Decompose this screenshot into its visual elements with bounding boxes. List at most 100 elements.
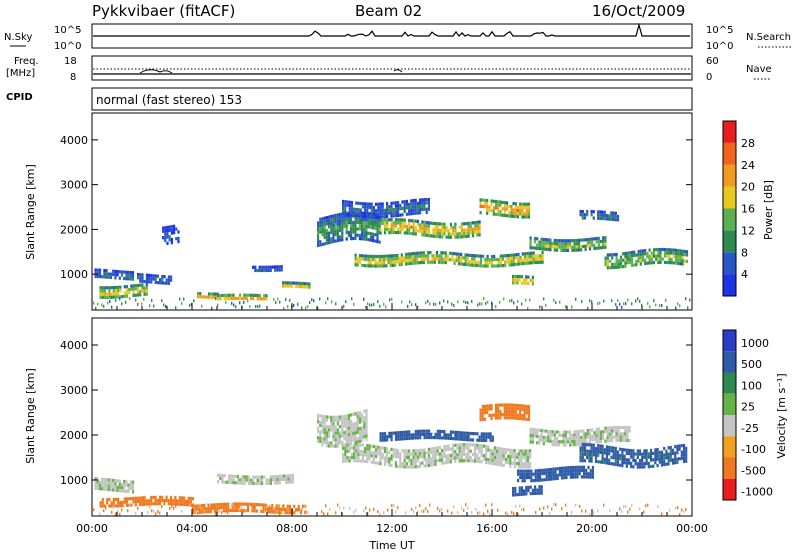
data-cell [276,268,279,272]
data-cell [490,416,493,421]
data-cell [350,429,353,433]
data-cell [516,212,520,216]
data-cell [403,449,406,453]
data-cell [644,252,647,256]
data-cell [566,242,570,246]
data-cell [330,214,333,219]
data-cell [390,221,393,225]
data-cell [409,261,412,266]
data-cell [605,451,609,455]
data-cell [419,229,422,233]
data-cell [663,459,666,463]
data-cell [514,403,517,407]
data-cell [460,437,464,441]
data-cell [394,464,397,468]
data-cell [628,254,631,258]
noise-cell [611,299,613,303]
noise-cell [201,304,203,308]
noise-cell [135,298,137,302]
data-cell [498,456,501,460]
data-cell [112,478,115,482]
data-cell [418,261,421,265]
noise-cell [143,297,145,301]
data-cell [323,415,326,419]
data-cell [350,423,353,427]
data-cell [590,443,593,447]
data-cell [289,477,292,481]
data-cell [99,286,102,290]
data-cell [194,504,197,508]
data-cell [494,199,498,204]
data-cell [579,452,582,456]
data-cell [538,438,541,442]
data-cell [514,486,517,490]
data-cell [513,449,516,453]
data-cell [388,457,391,461]
data-cell [487,445,490,449]
data-cell [323,229,326,233]
data-cell [612,452,615,457]
data-cell [595,430,598,435]
data-cell [141,286,144,290]
data-cell [547,439,550,443]
data-cell [258,503,261,507]
data-cell [474,456,477,460]
data-cell [343,215,346,219]
data-cell [368,457,371,461]
data-cell [547,241,550,245]
data-cell [361,439,364,443]
data-cell [363,257,366,261]
data-cell [449,232,453,236]
data-cell [505,214,509,218]
data-cell [555,443,559,447]
noise-cell [335,302,337,306]
data-cell [221,480,224,484]
data-cell [262,503,265,507]
data-cell [626,429,629,433]
noise-cell [271,507,273,511]
data-cell [103,295,107,299]
data-cell [425,429,428,433]
data-cell [374,239,377,243]
data-cell [341,225,344,229]
data-cell [496,462,499,466]
data-cell [523,258,527,262]
noise-cell [155,512,157,516]
data-cell [167,499,170,503]
data-cell [405,462,408,466]
data-cell [454,450,457,454]
noise-cell [619,302,621,306]
data-cell [471,432,475,436]
noise-cell [457,300,459,304]
data-cell [173,231,176,235]
data-cell [253,506,256,510]
noise-cell [547,505,549,509]
data-cell [168,238,171,242]
data-cell [358,221,361,225]
data-cell [187,503,190,507]
data-cell [480,453,483,457]
data-cell [348,443,351,447]
noise-cell [349,507,351,510]
noise-cell [439,301,441,305]
data-cell [467,435,470,439]
data-cell [409,252,412,256]
data-cell [352,422,355,426]
data-cell [131,480,135,484]
data-cell [525,489,528,493]
data-cell [460,252,463,256]
data-cell [400,253,403,257]
data-cell [608,461,611,465]
data-cell [481,417,484,421]
noise-cell [615,303,617,306]
data-cell [367,218,370,223]
data-cell [676,444,679,448]
data-cell [503,413,506,417]
noise-cell [675,306,677,310]
noise-cell [107,301,109,305]
data-cell [517,479,520,483]
data-cell [529,485,532,489]
noise-cell [267,504,269,508]
data-cell [355,446,358,450]
data-cell [485,435,488,439]
